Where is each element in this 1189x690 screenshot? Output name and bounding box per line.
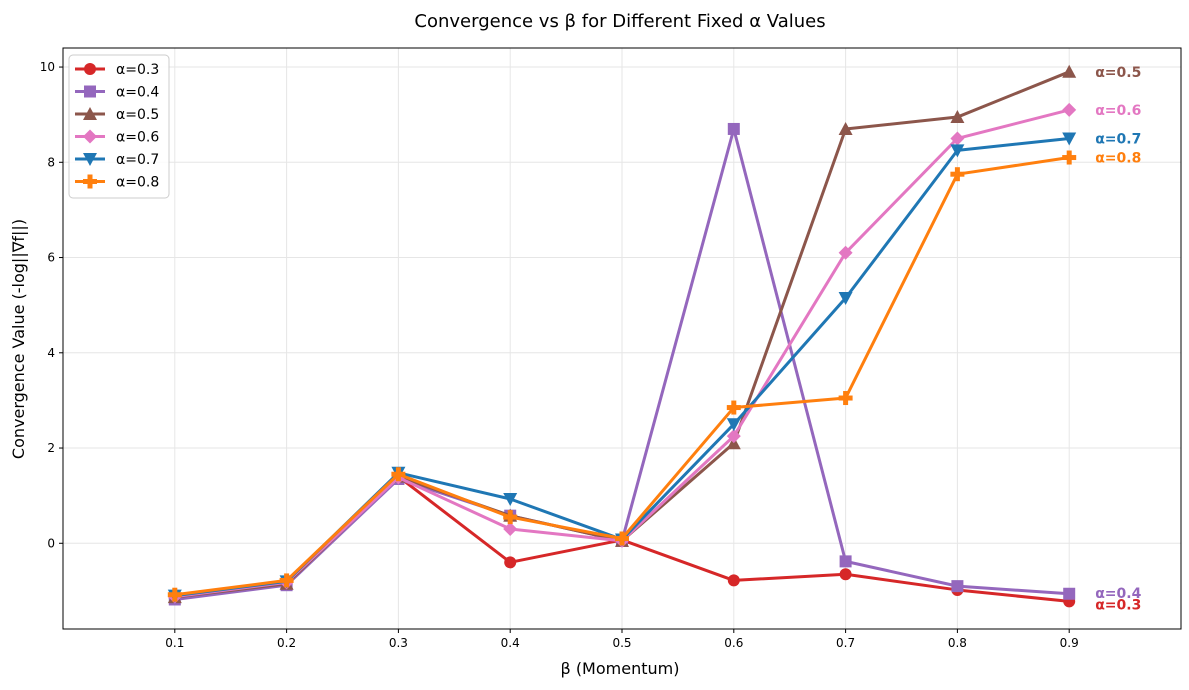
legend-marker (84, 63, 96, 75)
series-α=0.8 (167, 150, 1077, 602)
legend-marker (83, 107, 97, 120)
data-point (839, 568, 852, 581)
data-point (167, 587, 182, 602)
data-point (838, 391, 853, 406)
end-labels: α=0.3α=0.4 α=0.5 α=0.6 α=0.7 α=0.8 (1095, 65, 1141, 614)
data-point (950, 167, 965, 182)
y-axis: 0 2 4 6 8 10 (40, 60, 63, 550)
legend-marker (83, 174, 97, 189)
legend-label: α=0.5 (116, 107, 159, 123)
x-tick-label: 0.8 (948, 636, 967, 650)
legend-label: α=0.3 (116, 62, 159, 78)
end-label: α=0.6 (1095, 103, 1141, 119)
end-label: α=0.5 (1095, 65, 1141, 81)
x-axis-title: β (Momentum) (561, 659, 680, 678)
data-point (838, 292, 853, 306)
legend-label: α=0.7 (116, 152, 159, 168)
legend-item: α=0.5 (75, 107, 159, 123)
legend-item: α=0.8 (75, 174, 159, 191)
x-tick-label: 0.5 (612, 636, 631, 650)
x-tick-label: 0.6 (724, 636, 743, 650)
data-point (838, 121, 853, 135)
end-label: α=0.3 (1095, 597, 1141, 613)
data-point (726, 400, 741, 415)
grid-layer (63, 48, 1181, 629)
data-point (1062, 102, 1077, 117)
chart-title: Convergence vs β for Different Fixed α V… (414, 11, 825, 32)
data-point (615, 531, 629, 546)
legend-marker (84, 85, 96, 98)
data-point (726, 429, 741, 444)
legend-item: α=0.3 (75, 62, 159, 78)
y-axis-title: Convergence Value (-log||∇f||) (9, 219, 28, 459)
legend-item: α=0.4 (75, 85, 159, 101)
legend-item: α=0.7 (75, 152, 159, 168)
legend-label: α=0.8 (116, 175, 159, 191)
end-label: α=0.7 (1095, 131, 1141, 147)
y-tick-label: 8 (47, 155, 55, 169)
data-point (839, 555, 852, 568)
legend-item: α=0.6 (75, 129, 159, 146)
data-point (503, 510, 518, 525)
data-point (726, 418, 741, 432)
x-tick-label: 0.4 (501, 636, 520, 650)
legend-marker (83, 129, 97, 144)
data-point (950, 131, 965, 146)
y-tick-label: 6 (47, 251, 55, 265)
x-tick-label: 0.2 (277, 636, 296, 650)
data-point (950, 144, 965, 158)
data-point (503, 521, 518, 536)
x-axis: 0.1 0.2 0.3 0.4 0.5 0.6 0.7 0.8 0.9 (165, 629, 1079, 650)
y-tick-label: 0 (47, 536, 55, 550)
data-point (951, 580, 964, 593)
data-point (391, 467, 406, 482)
data-point (838, 245, 853, 260)
x-tick-label: 0.7 (836, 636, 855, 650)
legend-label: α=0.6 (116, 130, 159, 146)
end-label: α=0.8 (1095, 151, 1141, 167)
series-layer (167, 64, 1077, 608)
x-tick-label: 0.1 (165, 636, 184, 650)
data-point (503, 492, 518, 506)
y-tick-label: 10 (40, 60, 55, 74)
legend-label: α=0.4 (116, 85, 159, 101)
data-point (504, 556, 517, 569)
y-tick-label: 4 (47, 346, 55, 360)
data-point (1062, 150, 1077, 165)
legend-marker (83, 153, 97, 166)
end-label: α=0.4 (1095, 586, 1141, 602)
data-point (1062, 64, 1077, 78)
data-point (950, 110, 965, 124)
legend: α=0.3 α=0.4 α=0.5 α=0.6 α=0.7 α=0.8 (68, 54, 170, 199)
data-point (279, 573, 294, 588)
data-point (727, 574, 740, 587)
x-tick-label: 0.3 (389, 636, 408, 650)
y-tick-label: 2 (47, 441, 55, 455)
data-point (1063, 587, 1076, 600)
data-point (727, 122, 740, 135)
data-point (1062, 132, 1077, 146)
x-tick-label: 0.9 (1060, 636, 1079, 650)
